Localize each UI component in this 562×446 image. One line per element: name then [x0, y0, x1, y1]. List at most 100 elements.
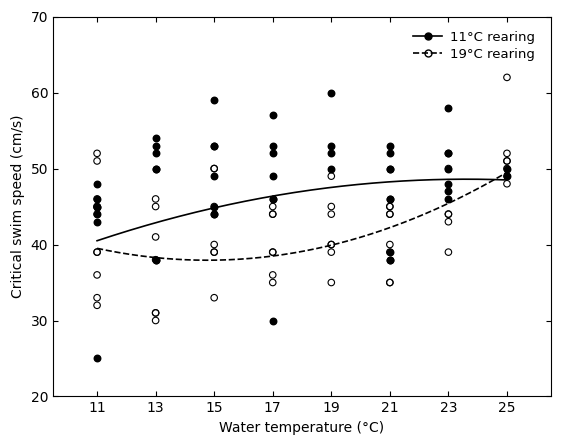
Point	[93, 302, 102, 309]
Point	[93, 271, 102, 278]
Point	[502, 165, 511, 172]
Point	[151, 165, 160, 172]
Point	[151, 233, 160, 240]
Point	[386, 165, 395, 172]
Point	[502, 157, 511, 165]
Point	[93, 248, 102, 256]
Point	[268, 112, 277, 119]
Point	[386, 256, 395, 263]
Point	[502, 173, 511, 180]
Point	[151, 310, 160, 317]
Point	[444, 211, 453, 218]
Point	[502, 173, 511, 180]
Point	[386, 211, 395, 218]
Point	[151, 150, 160, 157]
Point	[327, 241, 336, 248]
Point	[386, 165, 395, 172]
Point	[444, 165, 453, 172]
Point	[327, 211, 336, 218]
Point	[151, 256, 160, 263]
Point	[386, 211, 395, 218]
Point	[151, 195, 160, 202]
Point	[444, 165, 453, 172]
Point	[93, 203, 102, 210]
Y-axis label: Critical swim speed (cm/s): Critical swim speed (cm/s)	[11, 115, 25, 298]
Point	[210, 211, 219, 218]
Point	[386, 279, 395, 286]
Point	[327, 173, 336, 180]
Point	[210, 203, 219, 210]
Point	[93, 211, 102, 218]
Point	[151, 135, 160, 142]
Point	[93, 294, 102, 301]
Point	[210, 211, 219, 218]
Point	[444, 248, 453, 256]
Point	[151, 256, 160, 263]
Point	[386, 248, 395, 256]
Point	[210, 97, 219, 104]
Point	[210, 165, 219, 172]
Point	[93, 195, 102, 202]
Point	[327, 165, 336, 172]
Point	[444, 218, 453, 225]
Point	[210, 173, 219, 180]
Point	[386, 142, 395, 149]
Point	[502, 150, 511, 157]
X-axis label: Water temperature (°C): Water temperature (°C)	[219, 421, 384, 435]
Point	[268, 317, 277, 324]
Point	[210, 142, 219, 149]
Point	[151, 310, 160, 317]
Point	[151, 203, 160, 210]
Point	[386, 241, 395, 248]
Point	[268, 203, 277, 210]
Point	[93, 248, 102, 256]
Point	[93, 218, 102, 225]
Point	[502, 157, 511, 165]
Point	[268, 248, 277, 256]
Point	[444, 195, 453, 202]
Point	[93, 195, 102, 202]
Point	[386, 150, 395, 157]
Point	[268, 248, 277, 256]
Point	[210, 142, 219, 149]
Point	[386, 248, 395, 256]
Point	[268, 211, 277, 218]
Point	[93, 150, 102, 157]
Point	[386, 195, 395, 202]
Point	[502, 165, 511, 172]
Point	[327, 203, 336, 210]
Point	[210, 248, 219, 256]
Point	[386, 203, 395, 210]
Point	[327, 279, 336, 286]
Point	[502, 180, 511, 187]
Point	[93, 157, 102, 165]
Point	[444, 211, 453, 218]
Point	[386, 203, 395, 210]
Point	[210, 248, 219, 256]
Point	[268, 142, 277, 149]
Point	[268, 173, 277, 180]
Point	[502, 74, 511, 81]
Point	[327, 89, 336, 96]
Point	[93, 203, 102, 210]
Point	[93, 203, 102, 210]
Point	[268, 279, 277, 286]
Point	[93, 203, 102, 210]
Point	[444, 188, 453, 195]
Point	[93, 180, 102, 187]
Point	[327, 241, 336, 248]
Point	[327, 142, 336, 149]
Point	[444, 104, 453, 112]
Point	[268, 150, 277, 157]
Point	[444, 150, 453, 157]
Point	[93, 211, 102, 218]
Point	[327, 248, 336, 256]
Point	[327, 150, 336, 157]
Point	[268, 195, 277, 202]
Point	[268, 195, 277, 202]
Point	[151, 256, 160, 263]
Point	[151, 142, 160, 149]
Point	[386, 256, 395, 263]
Legend: 11°C rearing, 19°C rearing: 11°C rearing, 19°C rearing	[410, 27, 540, 65]
Point	[444, 150, 453, 157]
